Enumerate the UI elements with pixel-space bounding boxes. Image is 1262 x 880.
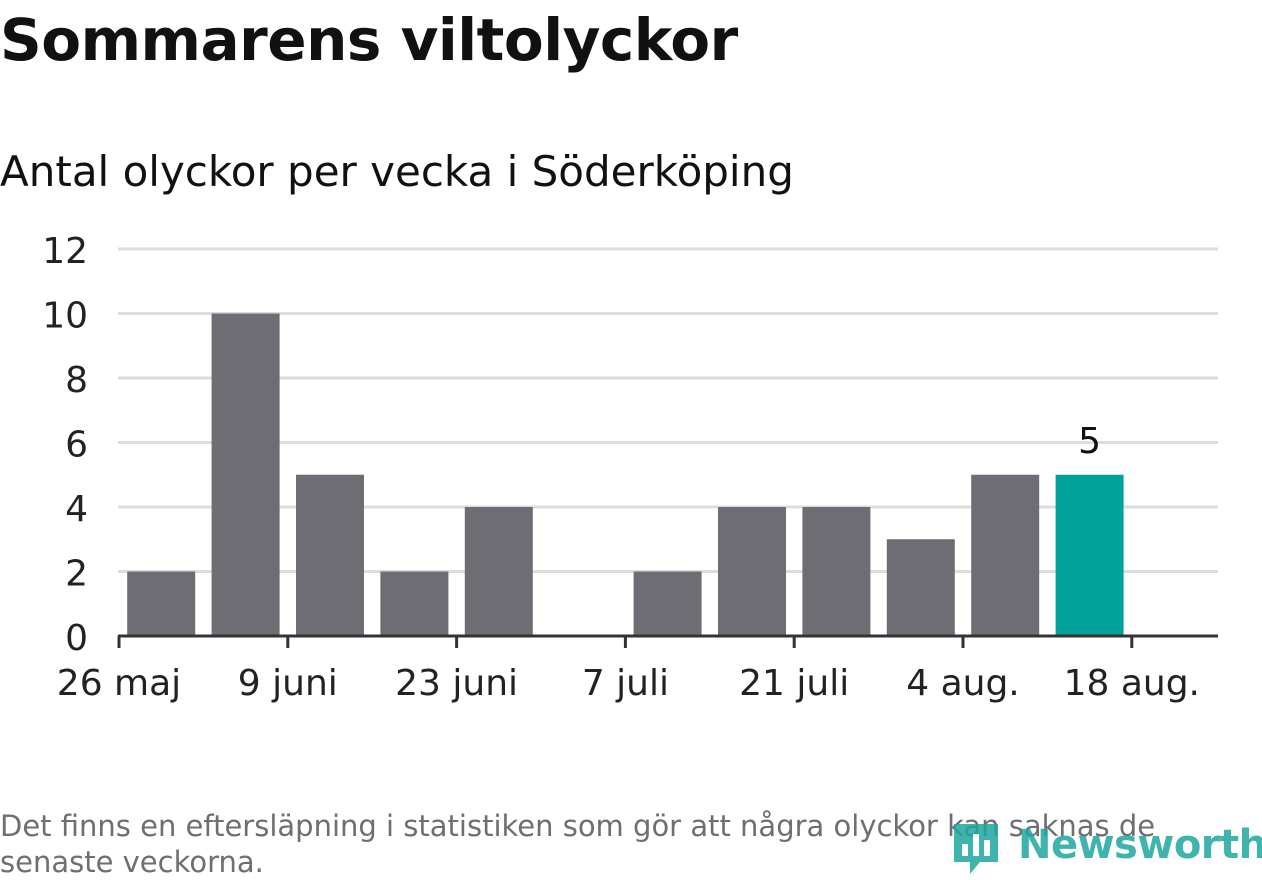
chart-subtitle: Antal olyckor per vecka i Söderköping (0, 147, 794, 196)
y-tick-label: 6 (65, 425, 88, 466)
y-tick-label: 10 (42, 296, 88, 337)
x-tick-label: 26 maj (57, 663, 181, 704)
bar (296, 474, 364, 636)
bar (886, 539, 955, 636)
x-tick-label: 18 aug. (1064, 663, 1200, 704)
bar (211, 313, 280, 636)
y-tick-label: 2 (65, 554, 88, 595)
data-labels: 5 (1078, 421, 1101, 462)
x-axis-tick-labels: 26 maj 9 juni 23 juni 7 juli 21 juli 4 aug. 18… (57, 663, 1200, 704)
bar (718, 507, 786, 636)
newsworthy-logo: Newsworthy (950, 818, 1262, 876)
bar (464, 507, 533, 636)
x-tick-label: 4 aug. (906, 663, 1020, 704)
bar (971, 474, 1040, 636)
y-axis-tick-labels: 0 2 4 6 8 10 12 (42, 231, 88, 659)
chart-title: Sommarens viltolyckor (0, 6, 738, 74)
y-tick-label: 8 (65, 360, 88, 401)
bar-highlighted (1055, 474, 1124, 636)
newsworthy-logo-icon (954, 824, 998, 874)
x-tick-label: 9 juni (238, 663, 338, 704)
x-axis (117, 634, 1218, 648)
y-tick-label: 12 (42, 231, 88, 272)
newsworthy-logo-text: Newsworthy (1018, 822, 1262, 868)
bar (380, 571, 449, 636)
x-tick-label: 21 juli (739, 663, 849, 704)
y-tick-label: 0 (65, 618, 88, 659)
data-label: 5 (1078, 421, 1101, 462)
bar (633, 571, 702, 636)
bars (127, 313, 1124, 636)
bar (127, 571, 196, 636)
x-tick-label: 23 juni (395, 663, 518, 704)
bar (802, 507, 871, 636)
x-tick-label: 7 juli (582, 663, 669, 704)
grid-lines (118, 247, 1218, 573)
y-tick-label: 4 (65, 489, 88, 530)
